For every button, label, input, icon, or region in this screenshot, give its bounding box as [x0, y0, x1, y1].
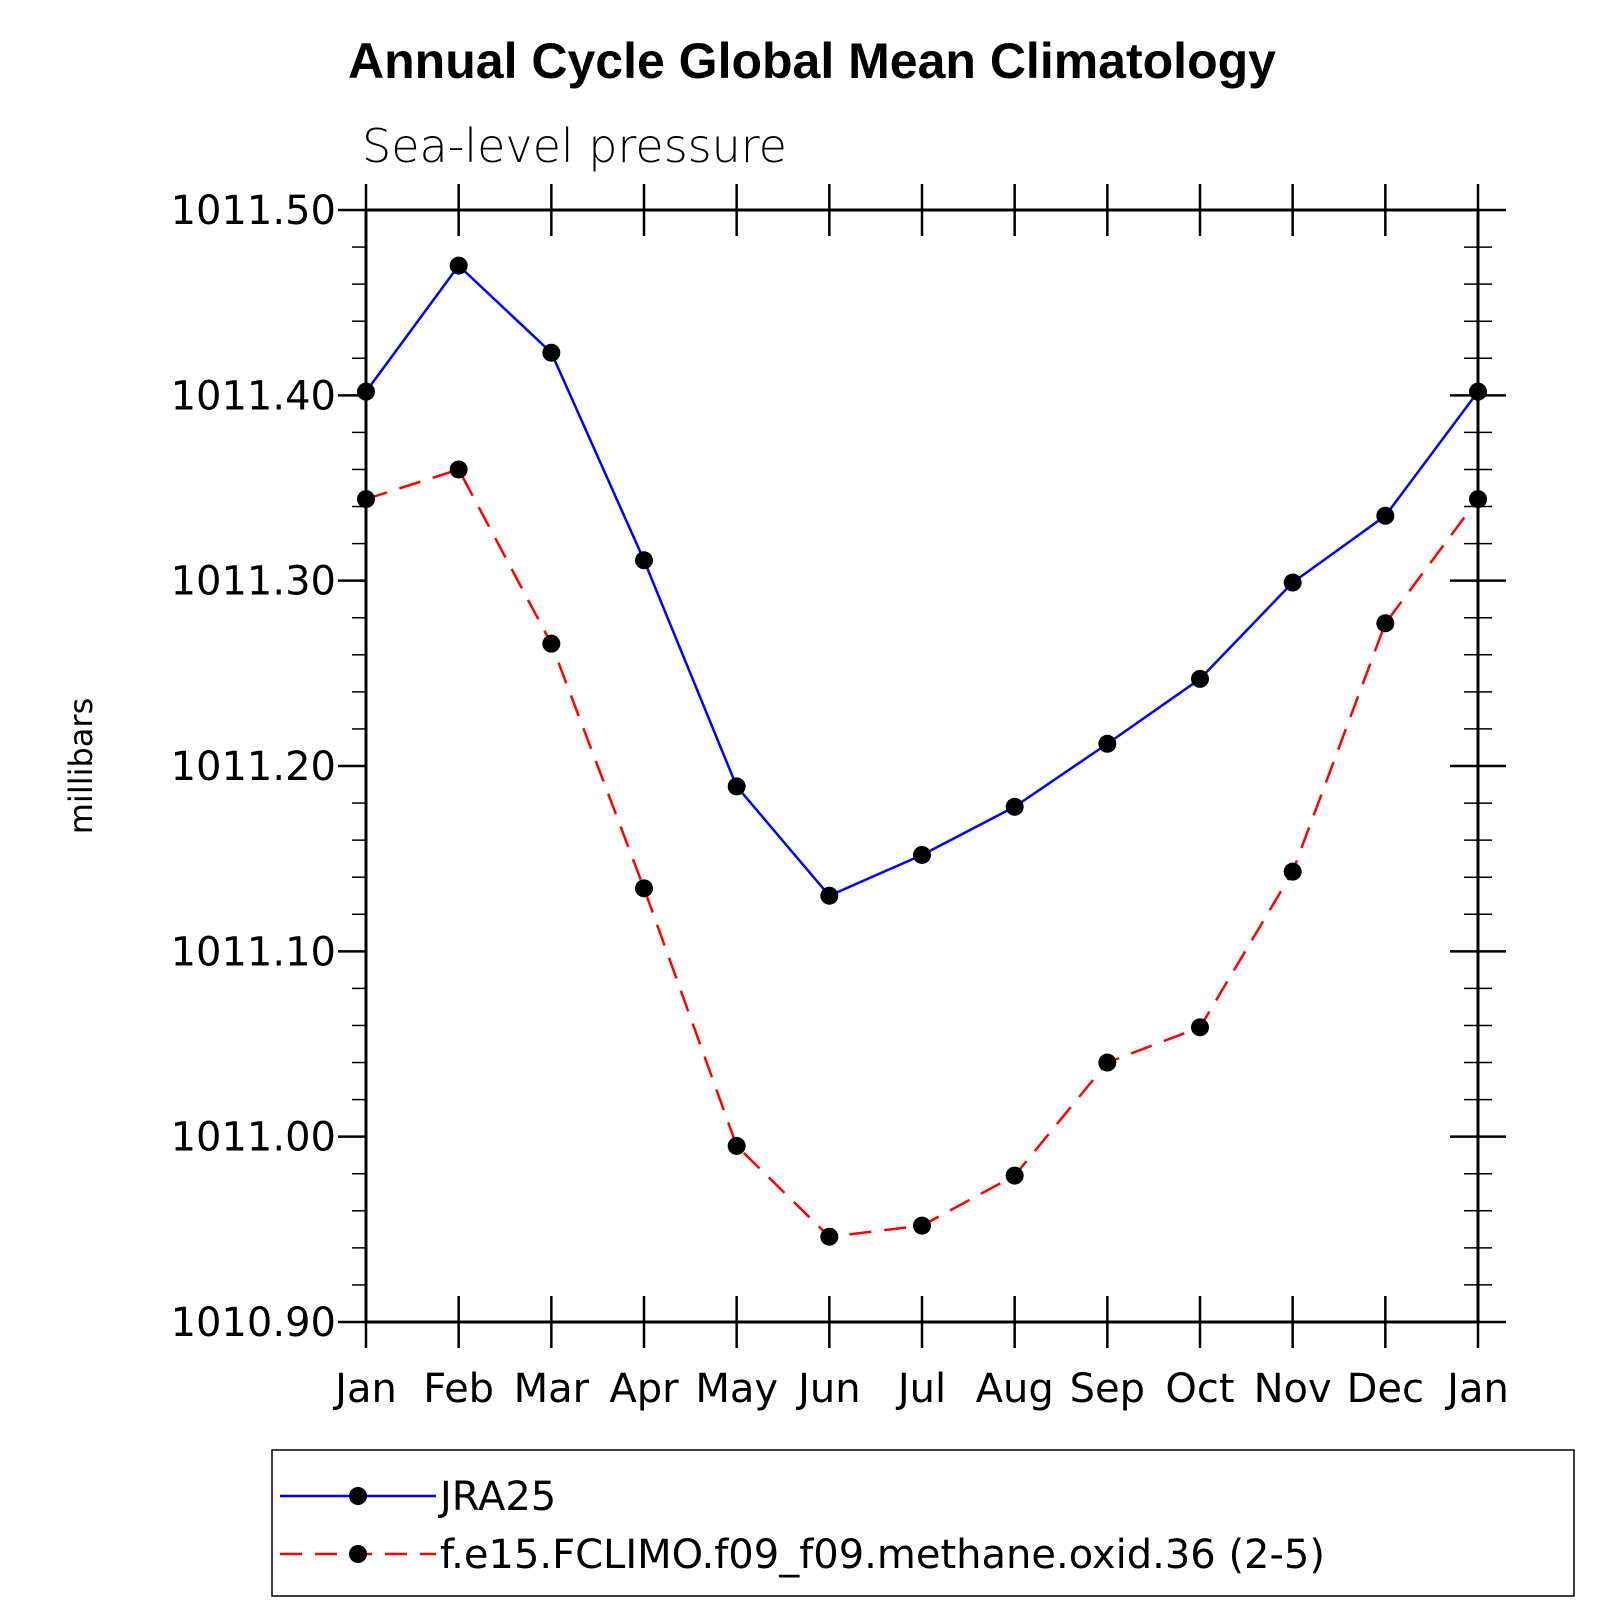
series-2-point — [727, 1136, 746, 1155]
series-2-point — [357, 490, 375, 509]
y-tick-label: 1010.90 — [171, 1300, 336, 1346]
series-2-point — [1283, 862, 1302, 881]
series-2-point — [1005, 1166, 1024, 1185]
legend-box — [271, 1449, 1575, 1597]
series-layer — [357, 256, 1487, 1246]
x-tick-label: Jan — [332, 1366, 397, 1412]
series-2-point — [449, 460, 468, 479]
x-tick-label: Jan — [1444, 1366, 1509, 1412]
series-2-point — [1191, 1018, 1209, 1037]
x-tick-label: Dec — [1347, 1366, 1424, 1412]
x-tick-label: Feb — [423, 1366, 494, 1412]
series-1-point — [1005, 797, 1024, 816]
y-tick-label: 1011.40 — [171, 373, 336, 419]
series-2-point — [635, 879, 653, 898]
x-tick-label: Aug — [976, 1366, 1054, 1412]
legend-marker-1 — [349, 1487, 367, 1505]
y-axis-label: millibars — [62, 698, 100, 834]
legend-label-1: JRA25 — [437, 1474, 556, 1520]
series-2-point — [913, 1216, 931, 1235]
plot-frame — [364, 208, 1480, 1324]
legend: JRA25 f.e15.FCLIMO.f09_f09.methane.oxid.3… — [271, 1449, 1575, 1597]
x-tick-label: Mar — [514, 1366, 590, 1412]
series-1-point — [635, 551, 653, 570]
series-1-point — [913, 845, 931, 864]
y-tick-label: 1011.20 — [171, 744, 336, 790]
series-1-point — [542, 343, 561, 362]
x-tick-label: Jun — [795, 1366, 861, 1412]
series-1-point — [449, 256, 468, 275]
y-tick-label: 1011.50 — [171, 188, 336, 234]
series-2-point — [542, 634, 561, 653]
series-1-point — [1469, 382, 1487, 401]
series-1-point — [1191, 669, 1209, 688]
series-1-point — [727, 777, 746, 796]
axis-ticks: 1010.90 1011.00 1011.10 1011.20 1011.30 1011.… — [171, 184, 1509, 1412]
chart-subtitle: Sea-level pressure — [362, 119, 787, 173]
y-tick-label: 1011.10 — [171, 929, 336, 975]
x-tick-label: Nov — [1254, 1366, 1332, 1412]
series-2-point — [1376, 614, 1395, 633]
series-1-point — [1283, 573, 1302, 592]
y-tick-label: 1011.00 — [171, 1115, 336, 1161]
legend-marker-2 — [349, 1545, 367, 1563]
x-tick-label: Oct — [1165, 1366, 1234, 1412]
series-line-1 — [364, 263, 1480, 898]
series-2-point — [820, 1227, 839, 1246]
series-2-point — [1469, 490, 1487, 509]
y-tick-label: 1011.30 — [171, 559, 336, 605]
x-tick-label: Jul — [895, 1366, 946, 1412]
series-1-point — [357, 382, 375, 401]
series-1-point — [820, 886, 839, 905]
series-1-point — [1098, 734, 1117, 753]
x-tick-label: May — [695, 1366, 778, 1412]
chart-title: Annual Cycle Global Mean Climatology — [348, 33, 1276, 89]
x-tick-label: Apr — [609, 1366, 679, 1412]
legend-label-2: f.e15.FCLIMO.f09_f09.methane.oxid.36 (2-… — [440, 1532, 1325, 1578]
series-2-point — [1098, 1053, 1117, 1072]
series-1-point — [1376, 506, 1395, 525]
x-tick-label: Sep — [1070, 1366, 1145, 1412]
